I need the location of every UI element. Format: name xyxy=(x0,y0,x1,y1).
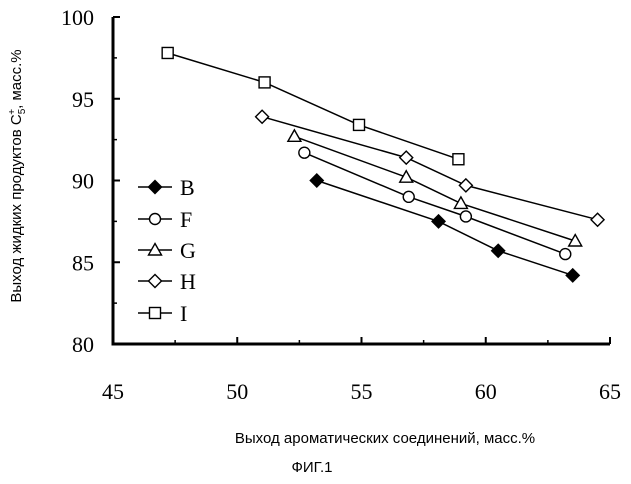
y-tick-label: 90 xyxy=(72,169,94,194)
data-point-B xyxy=(566,269,579,282)
y-tick-labels: 80 85 90 95 100 xyxy=(61,5,94,357)
series-lines xyxy=(168,53,598,275)
x-tick-label: 45 xyxy=(102,379,124,404)
figure-caption: ФИГ.1 xyxy=(292,459,333,476)
legend-marker-H xyxy=(149,275,162,288)
y-tick-label: 85 xyxy=(72,250,94,275)
legend-marker-F xyxy=(150,214,161,225)
data-point-H xyxy=(256,110,269,123)
y-axis-label: Выход жидких продуктов C5+, масс.% xyxy=(7,49,28,302)
legend-label-B: B xyxy=(180,175,195,200)
data-point-H xyxy=(459,179,472,192)
data-point-I xyxy=(259,77,270,88)
legend-label-I: I xyxy=(180,301,187,326)
y-tick-label: 80 xyxy=(72,332,94,357)
x-tick-label: 60 xyxy=(475,379,497,404)
data-point-F xyxy=(560,249,571,260)
data-point-F xyxy=(299,147,310,158)
series-points xyxy=(162,47,604,281)
legend-label-H: H xyxy=(180,269,196,294)
legend: BFGHI xyxy=(138,175,196,326)
data-point-I xyxy=(162,47,173,58)
data-point-H xyxy=(591,213,604,226)
x-axis-label: Выход ароматических соединений, масс.% xyxy=(235,430,535,447)
data-point-B xyxy=(492,244,505,257)
x-tick-labels: 45 50 55 60 65 xyxy=(102,379,621,404)
legend-label-G: G xyxy=(180,238,196,263)
data-point-I xyxy=(453,154,464,165)
data-point-G xyxy=(454,197,467,209)
x-tick-label: 50 xyxy=(226,379,248,404)
y-tick-label: 95 xyxy=(72,87,94,112)
legend-marker-I xyxy=(150,308,161,319)
data-point-G xyxy=(288,130,301,142)
data-point-H xyxy=(400,151,413,164)
legend-label-F: F xyxy=(180,207,192,232)
data-point-F xyxy=(460,211,471,222)
series-line-F xyxy=(304,153,565,254)
data-point-B xyxy=(432,215,445,228)
data-point-I xyxy=(354,119,365,130)
legend-marker-B xyxy=(149,181,162,194)
series-line-G xyxy=(294,136,575,241)
data-point-B xyxy=(310,174,323,187)
data-point-F xyxy=(403,191,414,202)
y-tick-label: 100 xyxy=(61,5,94,30)
x-tick-label: 65 xyxy=(599,379,621,404)
x-tick-label: 55 xyxy=(351,379,373,404)
data-point-G xyxy=(400,171,413,183)
